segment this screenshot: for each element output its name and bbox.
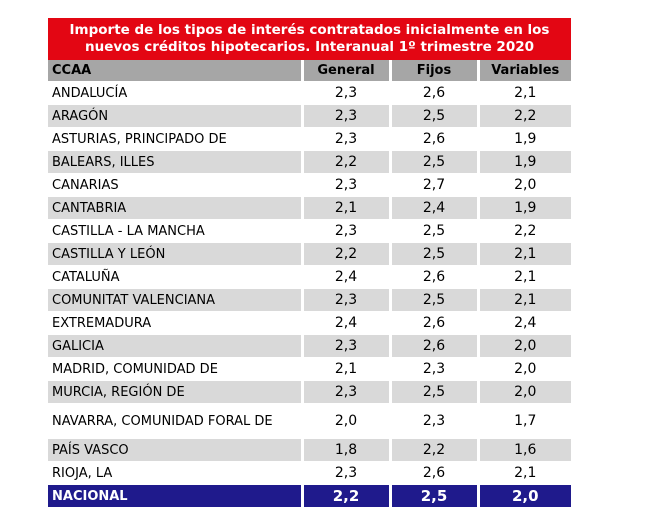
cell-ccaa: ARAGÓN [48,104,302,128]
header-general: General [300,60,390,82]
header-row: CCAA General Fijos Variables [48,60,571,82]
cell-variables: 2,2 [476,104,571,128]
cell-fijos: 2,5 [388,219,478,243]
cell-general: 2,1 [300,357,390,381]
cell-ccaa: CASTILLA - LA MANCHA [48,219,302,243]
header-variables: Variables [476,60,571,82]
cell-general: 1,8 [300,438,390,462]
cell-ccaa: MURCIA, REGIÓN DE [48,380,302,404]
cell-general: 2,3 [300,334,390,358]
cell-variables: 2,0 [476,357,571,381]
cell-ccaa: EXTREMADURA [48,311,302,335]
data-table: CCAA General Fijos Variables ANDALUCÍA 2,… [48,60,571,508]
cell-fijos: 2,6 [388,311,478,335]
cell-ccaa: PAÍS VASCO [48,438,302,462]
table-row: ARAGÓN 2,3 2,5 2,2 [48,104,571,128]
cell-fijos: 2,5 [388,150,478,174]
table-row: CANARIAS 2,3 2,7 2,0 [48,173,571,197]
cell-variables: 1,9 [476,127,571,151]
table-row: GALICIA 2,3 2,6 2,0 [48,334,571,358]
cell-general: 2,4 [300,311,390,335]
cell-general: 2,3 [300,288,390,312]
cell-variables: 2,1 [476,288,571,312]
cell-fijos: 2,3 [388,403,478,439]
cell-fijos: 2,6 [388,461,478,485]
cell-ccaa: NAVARRA, COMUNIDAD FORAL DE [48,403,302,439]
cell-ccaa: ANDALUCÍA [48,81,302,105]
cell-fijos: 2,6 [388,81,478,105]
cell-general: 2,3 [300,380,390,404]
cell-ccaa: CANARIAS [48,173,302,197]
header-ccaa: CCAA [48,60,302,82]
table-container: Importe de los tipos de interés contrata… [48,18,571,508]
table-row: ANDALUCÍA 2,3 2,6 2,1 [48,81,571,105]
cell-variables: 2,0 [476,173,571,197]
cell-ccaa: CASTILLA Y LEÓN [48,242,302,266]
cell-variables: 2,1 [476,81,571,105]
total-row: NACIONAL 2,2 2,5 2,0 [48,484,571,508]
cell-variables: 2,1 [476,265,571,289]
table-title: Importe de los tipos de interés contrata… [48,18,571,60]
cell-ccaa: COMUNITAT VALENCIANA [48,288,302,312]
cell-fijos: 2,5 [388,242,478,266]
cell-general: 2,3 [300,127,390,151]
cell-general: 2,2 [300,242,390,266]
header-fijos: Fijos [388,60,478,82]
cell-ccaa: GALICIA [48,334,302,358]
cell-fijos: 2,6 [388,334,478,358]
total-cell-general: 2,2 [300,484,390,508]
cell-variables: 1,7 [476,403,571,439]
cell-ccaa: BALEARS, ILLES [48,150,302,174]
cell-fijos: 2,6 [388,127,478,151]
cell-variables: 2,0 [476,380,571,404]
cell-general: 2,3 [300,461,390,485]
cell-general: 2,3 [300,104,390,128]
cell-fijos: 2,7 [388,173,478,197]
cell-fijos: 2,5 [388,288,478,312]
cell-general: 2,1 [300,196,390,220]
cell-fijos: 2,6 [388,265,478,289]
cell-variables: 1,9 [476,196,571,220]
cell-general: 2,4 [300,265,390,289]
total-cell-ccaa: NACIONAL [48,484,302,508]
table-row: NAVARRA, COMUNIDAD FORAL DE 2,0 2,3 1,7 [48,403,571,439]
cell-variables: 2,4 [476,311,571,335]
cell-fijos: 2,5 [388,104,478,128]
table-row: EXTREMADURA 2,4 2,6 2,4 [48,311,571,335]
cell-fijos: 2,5 [388,380,478,404]
cell-general: 2,3 [300,173,390,197]
cell-ccaa: CATALUÑA [48,265,302,289]
table-row: CATALUÑA 2,4 2,6 2,1 [48,265,571,289]
cell-general: 2,3 [300,81,390,105]
table-row: MURCIA, REGIÓN DE 2,3 2,5 2,0 [48,380,571,404]
cell-variables: 2,1 [476,242,571,266]
cell-variables: 1,6 [476,438,571,462]
table-body: ANDALUCÍA 2,3 2,6 2,1 ARAGÓN 2,3 2,5 2,2 ASTURIA… [48,81,571,508]
total-cell-fijos: 2,5 [388,484,478,508]
cell-fijos: 2,2 [388,438,478,462]
table-row: CASTILLA Y LEÓN 2,2 2,5 2,1 [48,242,571,266]
cell-variables: 2,1 [476,461,571,485]
table-row: BALEARS, ILLES 2,2 2,5 1,9 [48,150,571,174]
table-row: ASTURIAS, PRINCIPADO DE 2,3 2,6 1,9 [48,127,571,151]
table-row: CANTABRIA 2,1 2,4 1,9 [48,196,571,220]
cell-ccaa: ASTURIAS, PRINCIPADO DE [48,127,302,151]
cell-ccaa: CANTABRIA [48,196,302,220]
table-row: COMUNITAT VALENCIANA 2,3 2,5 2,1 [48,288,571,312]
cell-variables: 2,2 [476,219,571,243]
cell-general: 2,0 [300,403,390,439]
cell-general: 2,2 [300,150,390,174]
table-row: PAÍS VASCO 1,8 2,2 1,6 [48,438,571,462]
total-cell-variables: 2,0 [476,484,571,508]
cell-variables: 2,0 [476,334,571,358]
table-row: CASTILLA - LA MANCHA 2,3 2,5 2,2 [48,219,571,243]
cell-ccaa: MADRID, COMUNIDAD DE [48,357,302,381]
cell-general: 2,3 [300,219,390,243]
table-row: MADRID, COMUNIDAD DE 2,1 2,3 2,0 [48,357,571,381]
table-row: RIOJA, LA 2,3 2,6 2,1 [48,461,571,485]
cell-fijos: 2,3 [388,357,478,381]
cell-fijos: 2,4 [388,196,478,220]
cell-variables: 1,9 [476,150,571,174]
cell-ccaa: RIOJA, LA [48,461,302,485]
